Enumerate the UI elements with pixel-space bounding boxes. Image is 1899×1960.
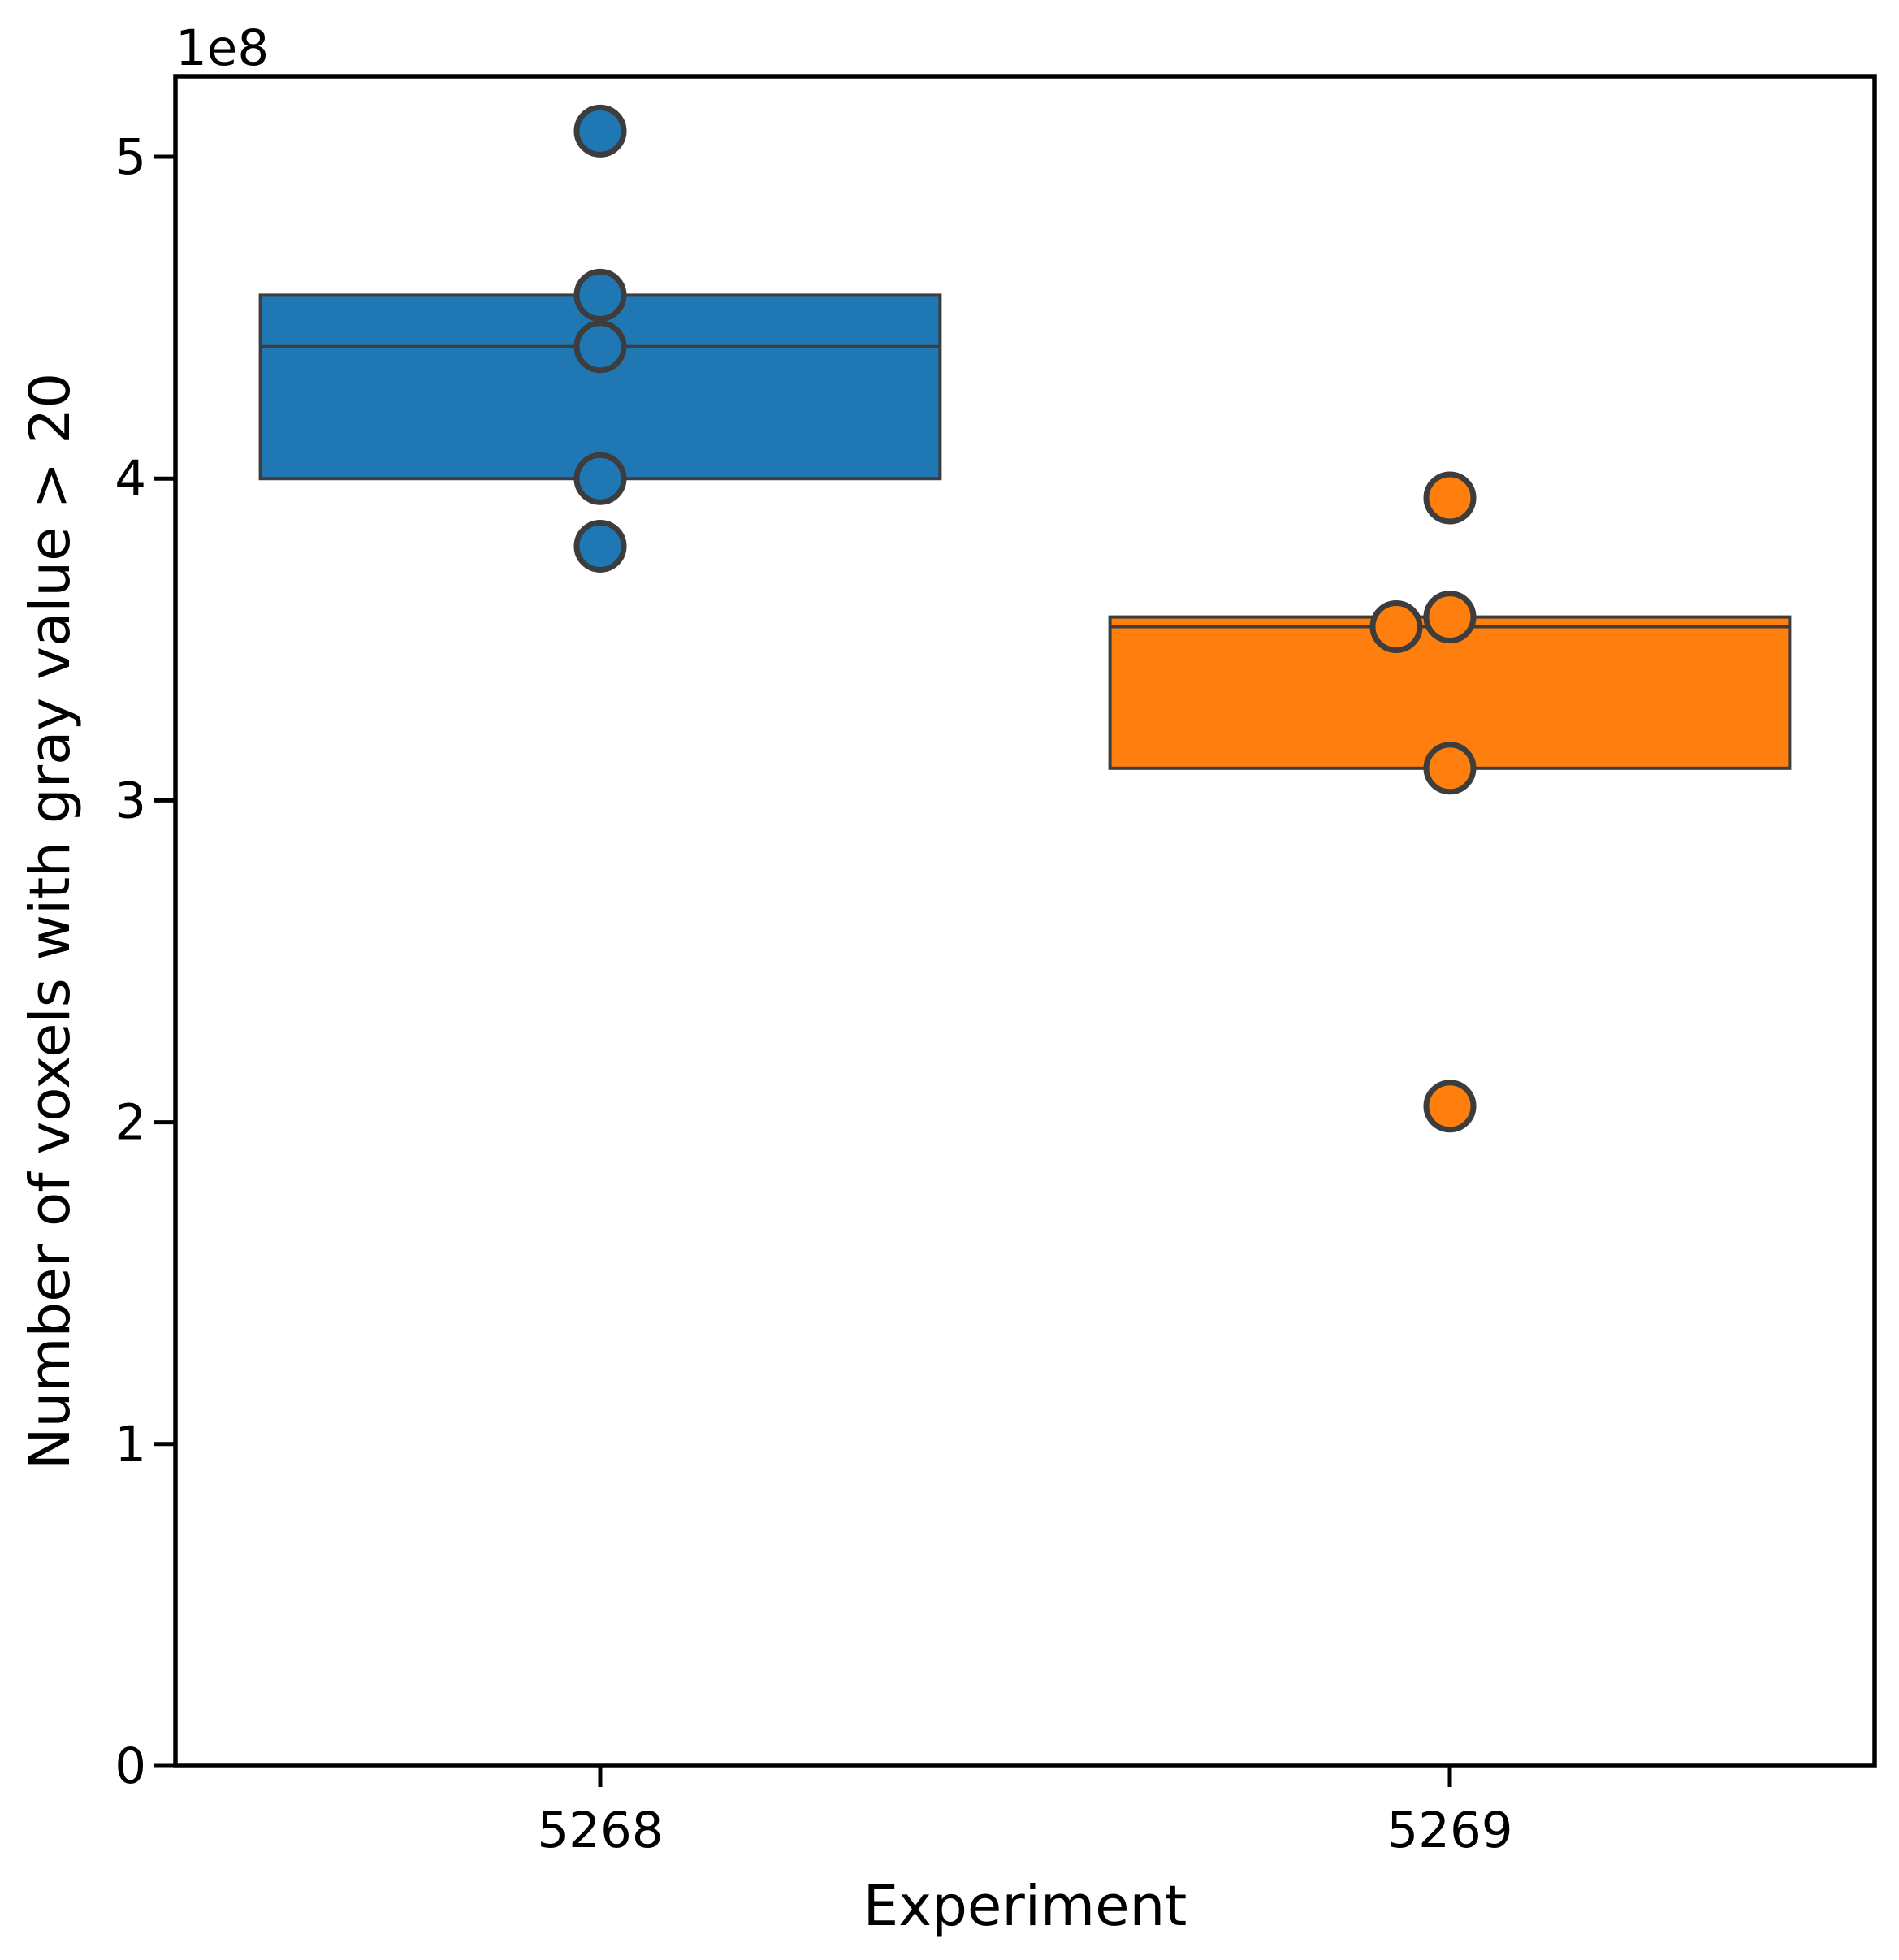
data-point-5268 [573,104,627,158]
y-tick-label: 4 [115,450,146,508]
data-point-5268 [573,268,627,322]
points-layer [573,104,1477,1133]
y-tick-label: 0 [115,1737,146,1795]
data-point-5269 [1369,599,1423,653]
data-point-5268 [573,519,627,573]
y-axis-label: Number of voxels with gray value > 20 [18,373,83,1469]
boxes-layer [258,293,1792,770]
y-tick-label: 1 [115,1416,146,1473]
x-tick-label: 5269 [1386,1802,1512,1859]
data-point-5269 [1423,742,1477,795]
y-offset-label: 1e8 [175,19,269,77]
data-point-5269 [1423,471,1477,525]
x-tick-label: 5268 [537,1802,663,1859]
plot-frame [173,74,1877,1768]
data-point-5269 [1423,591,1477,644]
data-point-5269 [1423,1080,1477,1133]
y-tick-label: 5 [115,128,146,186]
y-tick-label: 3 [115,772,146,829]
data-point-5268 [573,320,627,374]
data-point-5268 [573,452,627,505]
x-axis-label: Experiment [863,1874,1187,1939]
y-tick-label: 2 [115,1094,146,1152]
x-axis-ticks: 5268 5269 [537,1766,1513,1859]
y-axis-ticks: 0 1 2 3 4 5 [115,128,175,1795]
